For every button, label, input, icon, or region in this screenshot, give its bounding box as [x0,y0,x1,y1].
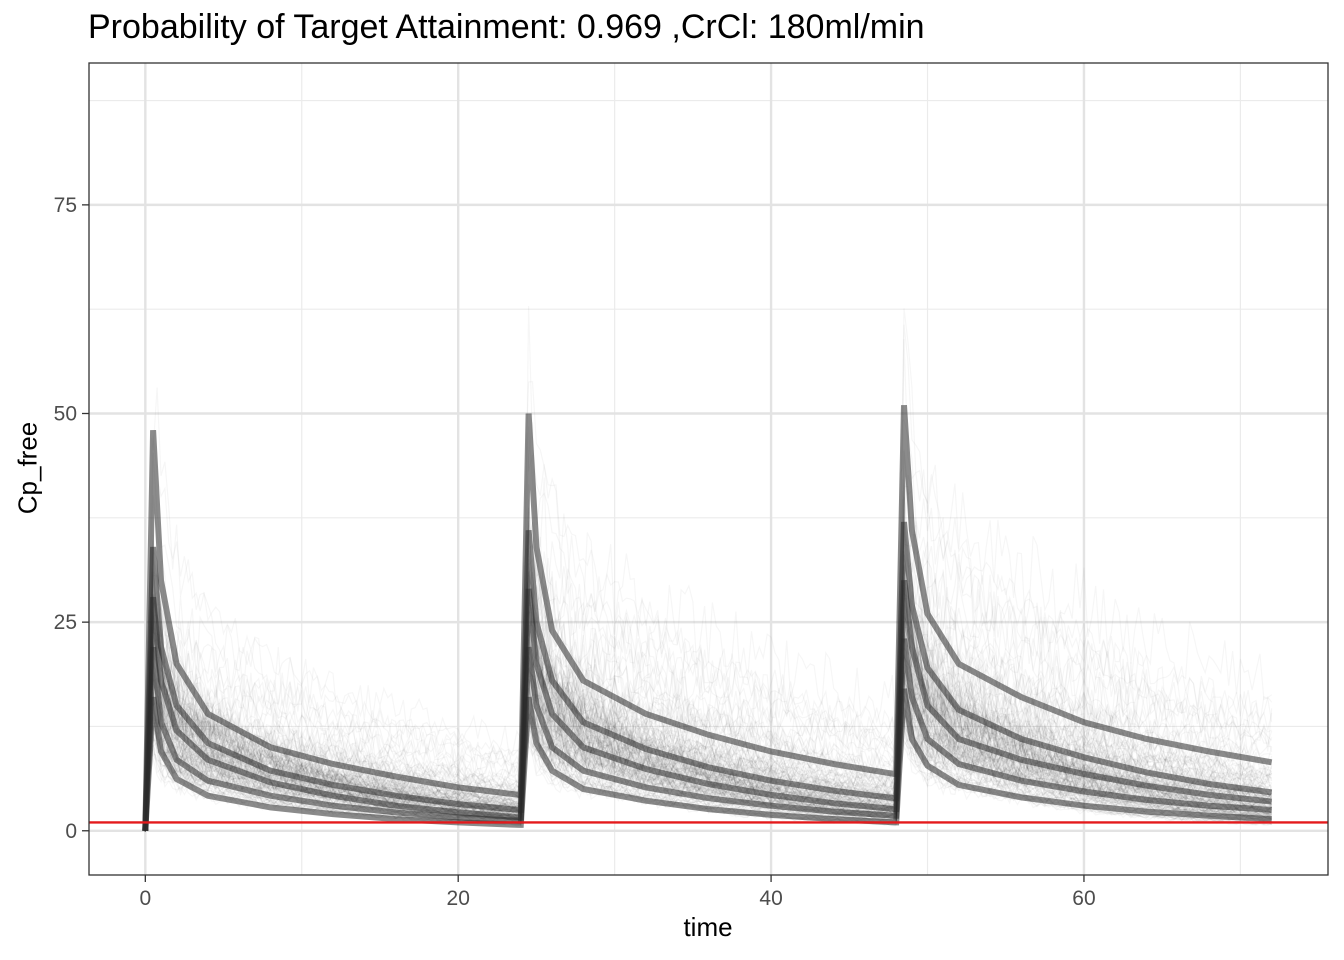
x-tick-label: 40 [759,887,782,910]
chart-title: Probability of Target Attainment: 0.969 … [88,8,925,46]
series-line-3 [142,638,1272,831]
y-tick-label: 0 [65,820,77,843]
plot-border [88,62,1329,876]
x-axis-ticks: 0 20 40 60 [139,875,1096,910]
y-tick-label: 50 [54,403,77,426]
x-axis-label: time [683,912,733,942]
series-line-5 [142,688,1272,831]
series-line-2 [142,521,1273,831]
x-tick-label: 20 [447,887,470,910]
plot-panel [89,63,1328,875]
series-line-4 [142,405,1273,831]
x-tick-label: 0 [139,887,151,910]
y-tick-label: 25 [54,611,77,634]
grid-minor [89,63,1328,875]
y-tick-label: 75 [54,194,77,217]
y-axis-label: Cp_free [12,421,43,515]
x-tick-label: 60 [1072,887,1095,910]
series-lines [142,405,1273,831]
series-line-1 [142,580,1273,831]
y-axis-ticks: 0 25 50 75 [54,194,89,843]
